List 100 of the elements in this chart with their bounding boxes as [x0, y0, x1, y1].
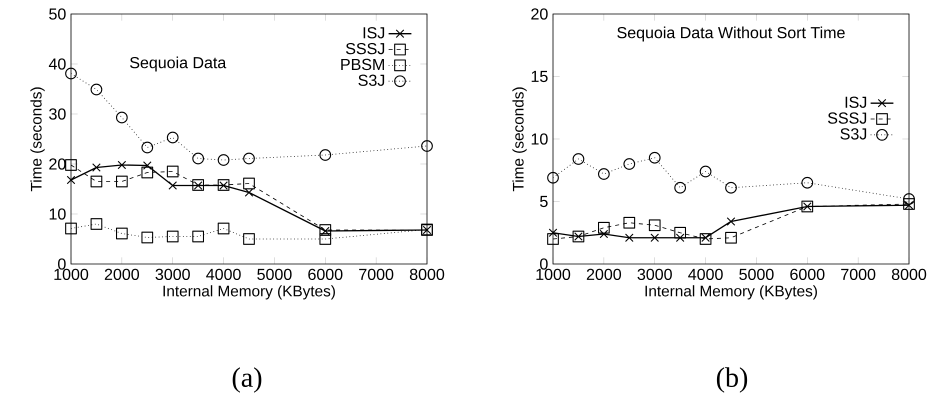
point — [598, 168, 610, 180]
point — [141, 232, 154, 244]
y-tick-label: 10 — [50, 208, 66, 220]
x-tick-label: 2000 — [586, 268, 622, 280]
point — [65, 68, 77, 80]
point — [903, 198, 915, 210]
y-tick-label: 30 — [49, 108, 66, 120]
point — [650, 233, 660, 242]
point — [66, 176, 76, 184]
point — [623, 216, 636, 229]
y-tick-label: 10 — [532, 133, 548, 145]
point — [319, 149, 332, 161]
y-axis-title: Time (seconds) — [30, 87, 45, 192]
y-tick-label: 40 — [48, 58, 66, 70]
point — [65, 159, 77, 171]
point — [700, 233, 712, 245]
x-tick-label: 6000 — [308, 268, 342, 280]
x-tick-label: 4000 — [688, 268, 723, 280]
point — [725, 182, 737, 194]
point — [623, 158, 636, 170]
x-tick-label: 1000 — [54, 268, 88, 280]
point — [904, 200, 914, 210]
point — [726, 217, 736, 226]
point — [421, 140, 433, 152]
point — [572, 153, 584, 165]
point — [548, 228, 558, 238]
text: (a) — [232, 367, 262, 393]
point — [118, 160, 126, 170]
point — [116, 228, 128, 240]
y-tick-label: 50 — [49, 8, 66, 20]
x-tick-label: 2000 — [104, 268, 140, 280]
point — [547, 233, 559, 245]
text: (b) — [716, 367, 748, 393]
point — [600, 230, 608, 238]
x-tick-label: 7000 — [841, 268, 876, 280]
point — [674, 182, 686, 194]
legend-label: ISJ — [364, 27, 384, 38]
point — [166, 132, 179, 144]
x-tick-label: 8000 — [410, 268, 444, 280]
point — [319, 233, 332, 245]
point — [218, 222, 230, 234]
point — [192, 230, 204, 242]
point — [244, 188, 254, 197]
point — [141, 142, 154, 154]
x-tick-label: 8000 — [892, 268, 926, 280]
point — [319, 224, 332, 236]
point — [166, 166, 179, 178]
y-tick-label: 0 — [58, 258, 66, 270]
point — [801, 176, 814, 189]
point — [648, 152, 661, 164]
x-tick-label: 5000 — [257, 268, 292, 280]
point — [648, 219, 661, 232]
point — [90, 84, 102, 96]
point — [701, 233, 710, 242]
point — [65, 222, 77, 234]
legend-label: SSSJ — [828, 112, 866, 124]
legend-label: S3J — [358, 74, 384, 86]
point — [90, 218, 102, 230]
point — [243, 178, 255, 190]
x-tick-label: 7000 — [359, 268, 394, 280]
x-tick-label: 4000 — [206, 268, 241, 280]
point — [725, 232, 737, 244]
text: Sequoia Data — [130, 56, 226, 72]
point — [674, 226, 686, 239]
point — [142, 161, 152, 170]
point — [218, 154, 230, 166]
point — [243, 233, 255, 245]
point — [90, 176, 102, 188]
point — [700, 166, 712, 178]
legend-label: S3J — [840, 128, 866, 140]
point — [243, 152, 255, 164]
point — [166, 230, 179, 242]
point — [903, 193, 915, 205]
y-tick-label: 15 — [532, 70, 548, 82]
x-tick-label: 3000 — [156, 268, 190, 280]
point — [116, 176, 128, 188]
y-tick-label: 20 — [531, 8, 548, 20]
point — [92, 163, 101, 172]
legend-label: PBSM — [341, 58, 384, 70]
y-tick-label: 5 — [540, 196, 548, 208]
point — [168, 181, 178, 190]
point — [676, 233, 684, 242]
y-axis-title: Time (seconds) — [512, 87, 527, 192]
x-axis-title: Internal Memory (KBytes) — [164, 285, 335, 300]
y-tick-label: 0 — [540, 258, 548, 270]
point — [192, 152, 204, 164]
legend-label: ISJ — [846, 96, 866, 108]
point — [320, 226, 330, 236]
point — [598, 222, 610, 234]
x-tick-label: 3000 — [638, 268, 672, 280]
x-tick-label: 1000 — [536, 268, 570, 280]
legend-label: SSSJ — [346, 42, 384, 54]
text: Sequoia Data Without Sort Time — [617, 26, 845, 42]
point — [116, 112, 128, 124]
point — [624, 233, 634, 242]
x-tick-label: 6000 — [790, 268, 824, 280]
x-tick-label: 5000 — [739, 268, 774, 280]
point — [547, 172, 559, 184]
point — [141, 166, 154, 178]
x-axis-title: Internal Memory (KBytes) — [646, 285, 817, 300]
